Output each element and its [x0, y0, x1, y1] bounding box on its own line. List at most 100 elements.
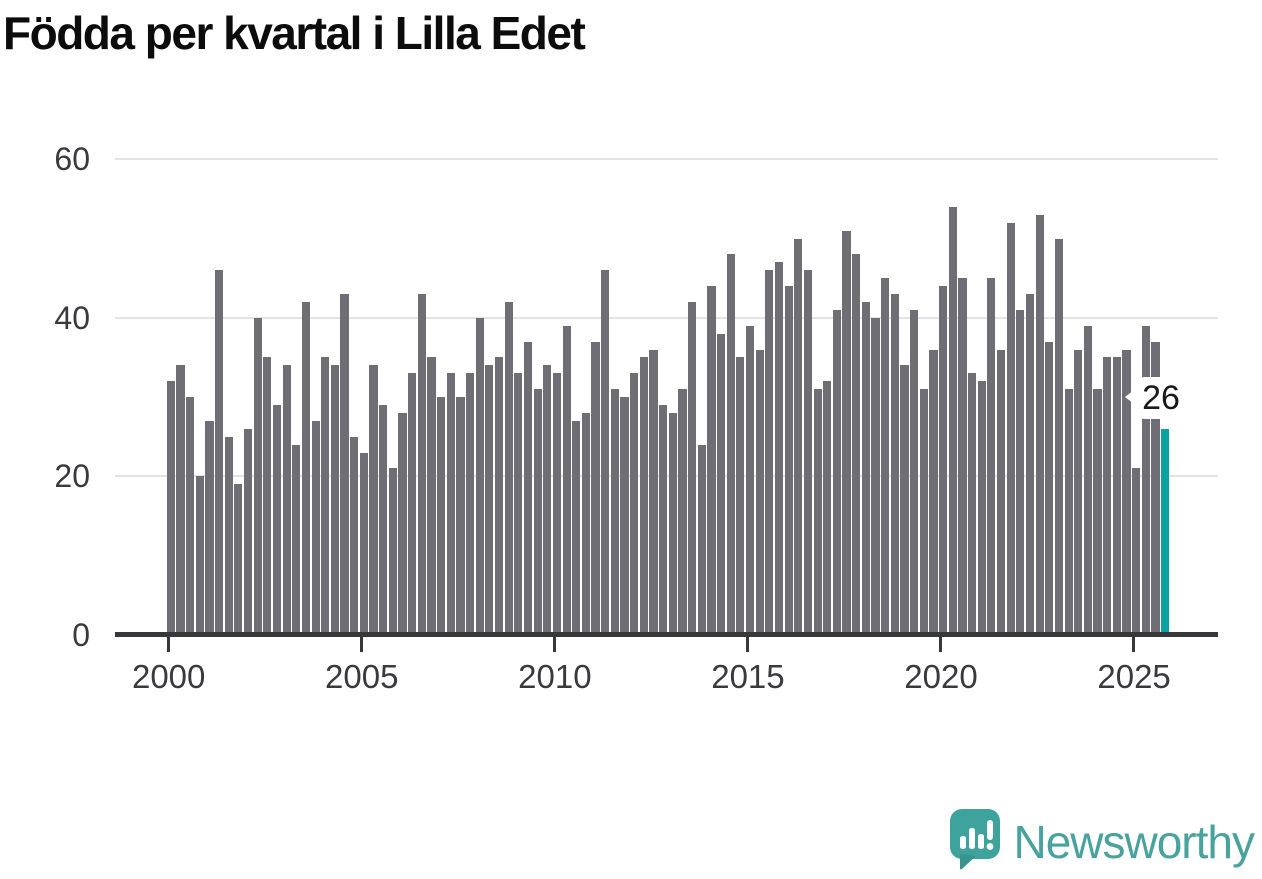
bar [871, 317, 880, 632]
bar [388, 468, 397, 632]
bar [823, 381, 832, 632]
bar [552, 373, 562, 632]
x-tick-label-2020: 2020 [904, 658, 978, 695]
bar [427, 357, 436, 632]
x-tick-label-2025: 2025 [1097, 658, 1171, 695]
bar [842, 230, 851, 632]
bar [465, 373, 475, 632]
bar [630, 373, 639, 632]
bar [765, 270, 774, 632]
x-tick-2010 [552, 637, 556, 652]
x-tick-label-2015: 2015 [711, 658, 785, 695]
bar [1151, 341, 1160, 632]
chart-title: Födda per kvartal i Lilla Edet [3, 7, 586, 59]
bar [736, 357, 745, 632]
bar [504, 301, 513, 632]
x-tick-2015 [745, 637, 749, 652]
bar [890, 294, 899, 632]
bar [533, 389, 542, 632]
bar [794, 238, 803, 632]
bar [832, 309, 841, 632]
bar [987, 278, 996, 632]
gridline-60 [115, 158, 1218, 161]
bar [176, 365, 185, 632]
bar [929, 349, 938, 632]
gridline-40 [115, 316, 1218, 319]
bar [234, 484, 243, 632]
bar [1141, 325, 1150, 632]
bar [610, 389, 619, 632]
bar [369, 365, 378, 632]
bar [214, 270, 224, 632]
bar [253, 317, 262, 632]
bar [514, 373, 523, 632]
bar [1132, 468, 1141, 632]
bar [726, 254, 735, 632]
bar [1006, 222, 1015, 632]
bar [379, 405, 388, 632]
bar [1074, 349, 1083, 632]
bar [562, 325, 571, 632]
callout-tail-icon [1125, 387, 1138, 407]
bar [707, 286, 716, 632]
x-tick-label-2000: 2000 [131, 658, 206, 695]
x-tick-label-2005: 2005 [325, 658, 399, 695]
bar [813, 389, 822, 632]
bar [282, 365, 291, 632]
bar [456, 397, 465, 632]
callout-value: 26 [1142, 379, 1180, 417]
bar [1064, 389, 1073, 632]
bar [755, 349, 764, 632]
bar [330, 365, 339, 632]
newsworthy-logo: Newsworthy [949, 808, 1255, 875]
bar [697, 444, 706, 632]
bar [601, 270, 610, 632]
bar [900, 365, 909, 632]
bar [784, 286, 793, 632]
newsworthy-logo-icon [949, 808, 1001, 875]
x-tick-2000 [166, 637, 170, 652]
bar [417, 294, 426, 632]
bar [1016, 309, 1025, 632]
bar [292, 444, 301, 632]
bar [243, 428, 253, 632]
y-tick-label-40: 40 [54, 299, 90, 336]
bar [745, 325, 755, 632]
bar [591, 341, 600, 632]
bar [881, 278, 890, 632]
bar [572, 420, 581, 632]
newsworthy-logo-text: Newsworthy [1013, 815, 1255, 868]
y-tick-label-20: 20 [54, 458, 90, 495]
bar [398, 412, 407, 632]
bar [311, 420, 320, 632]
bar [1054, 238, 1064, 632]
bar [668, 412, 677, 632]
x-tick-2025 [1132, 637, 1136, 652]
x-tick-2005 [359, 637, 363, 652]
highlight-bar [1161, 428, 1170, 632]
bar [195, 476, 204, 632]
bar [350, 436, 359, 632]
bar [716, 333, 726, 632]
bar [446, 373, 455, 632]
bar [437, 397, 446, 632]
bar [1112, 357, 1121, 632]
bar [977, 381, 986, 632]
bar [861, 301, 870, 632]
bar [910, 309, 919, 632]
bar [1093, 389, 1102, 632]
x-tick-2020 [939, 637, 943, 652]
bar [166, 381, 175, 632]
bar [408, 373, 417, 632]
bar [543, 365, 552, 632]
bar [620, 397, 629, 632]
bar [967, 373, 977, 632]
x-tick-label-2010: 2010 [518, 658, 592, 695]
bar [186, 397, 195, 632]
bar [649, 349, 658, 632]
bar [774, 262, 784, 632]
bar [852, 254, 861, 632]
bar [205, 420, 214, 632]
bar [639, 357, 648, 632]
bar [948, 206, 957, 632]
